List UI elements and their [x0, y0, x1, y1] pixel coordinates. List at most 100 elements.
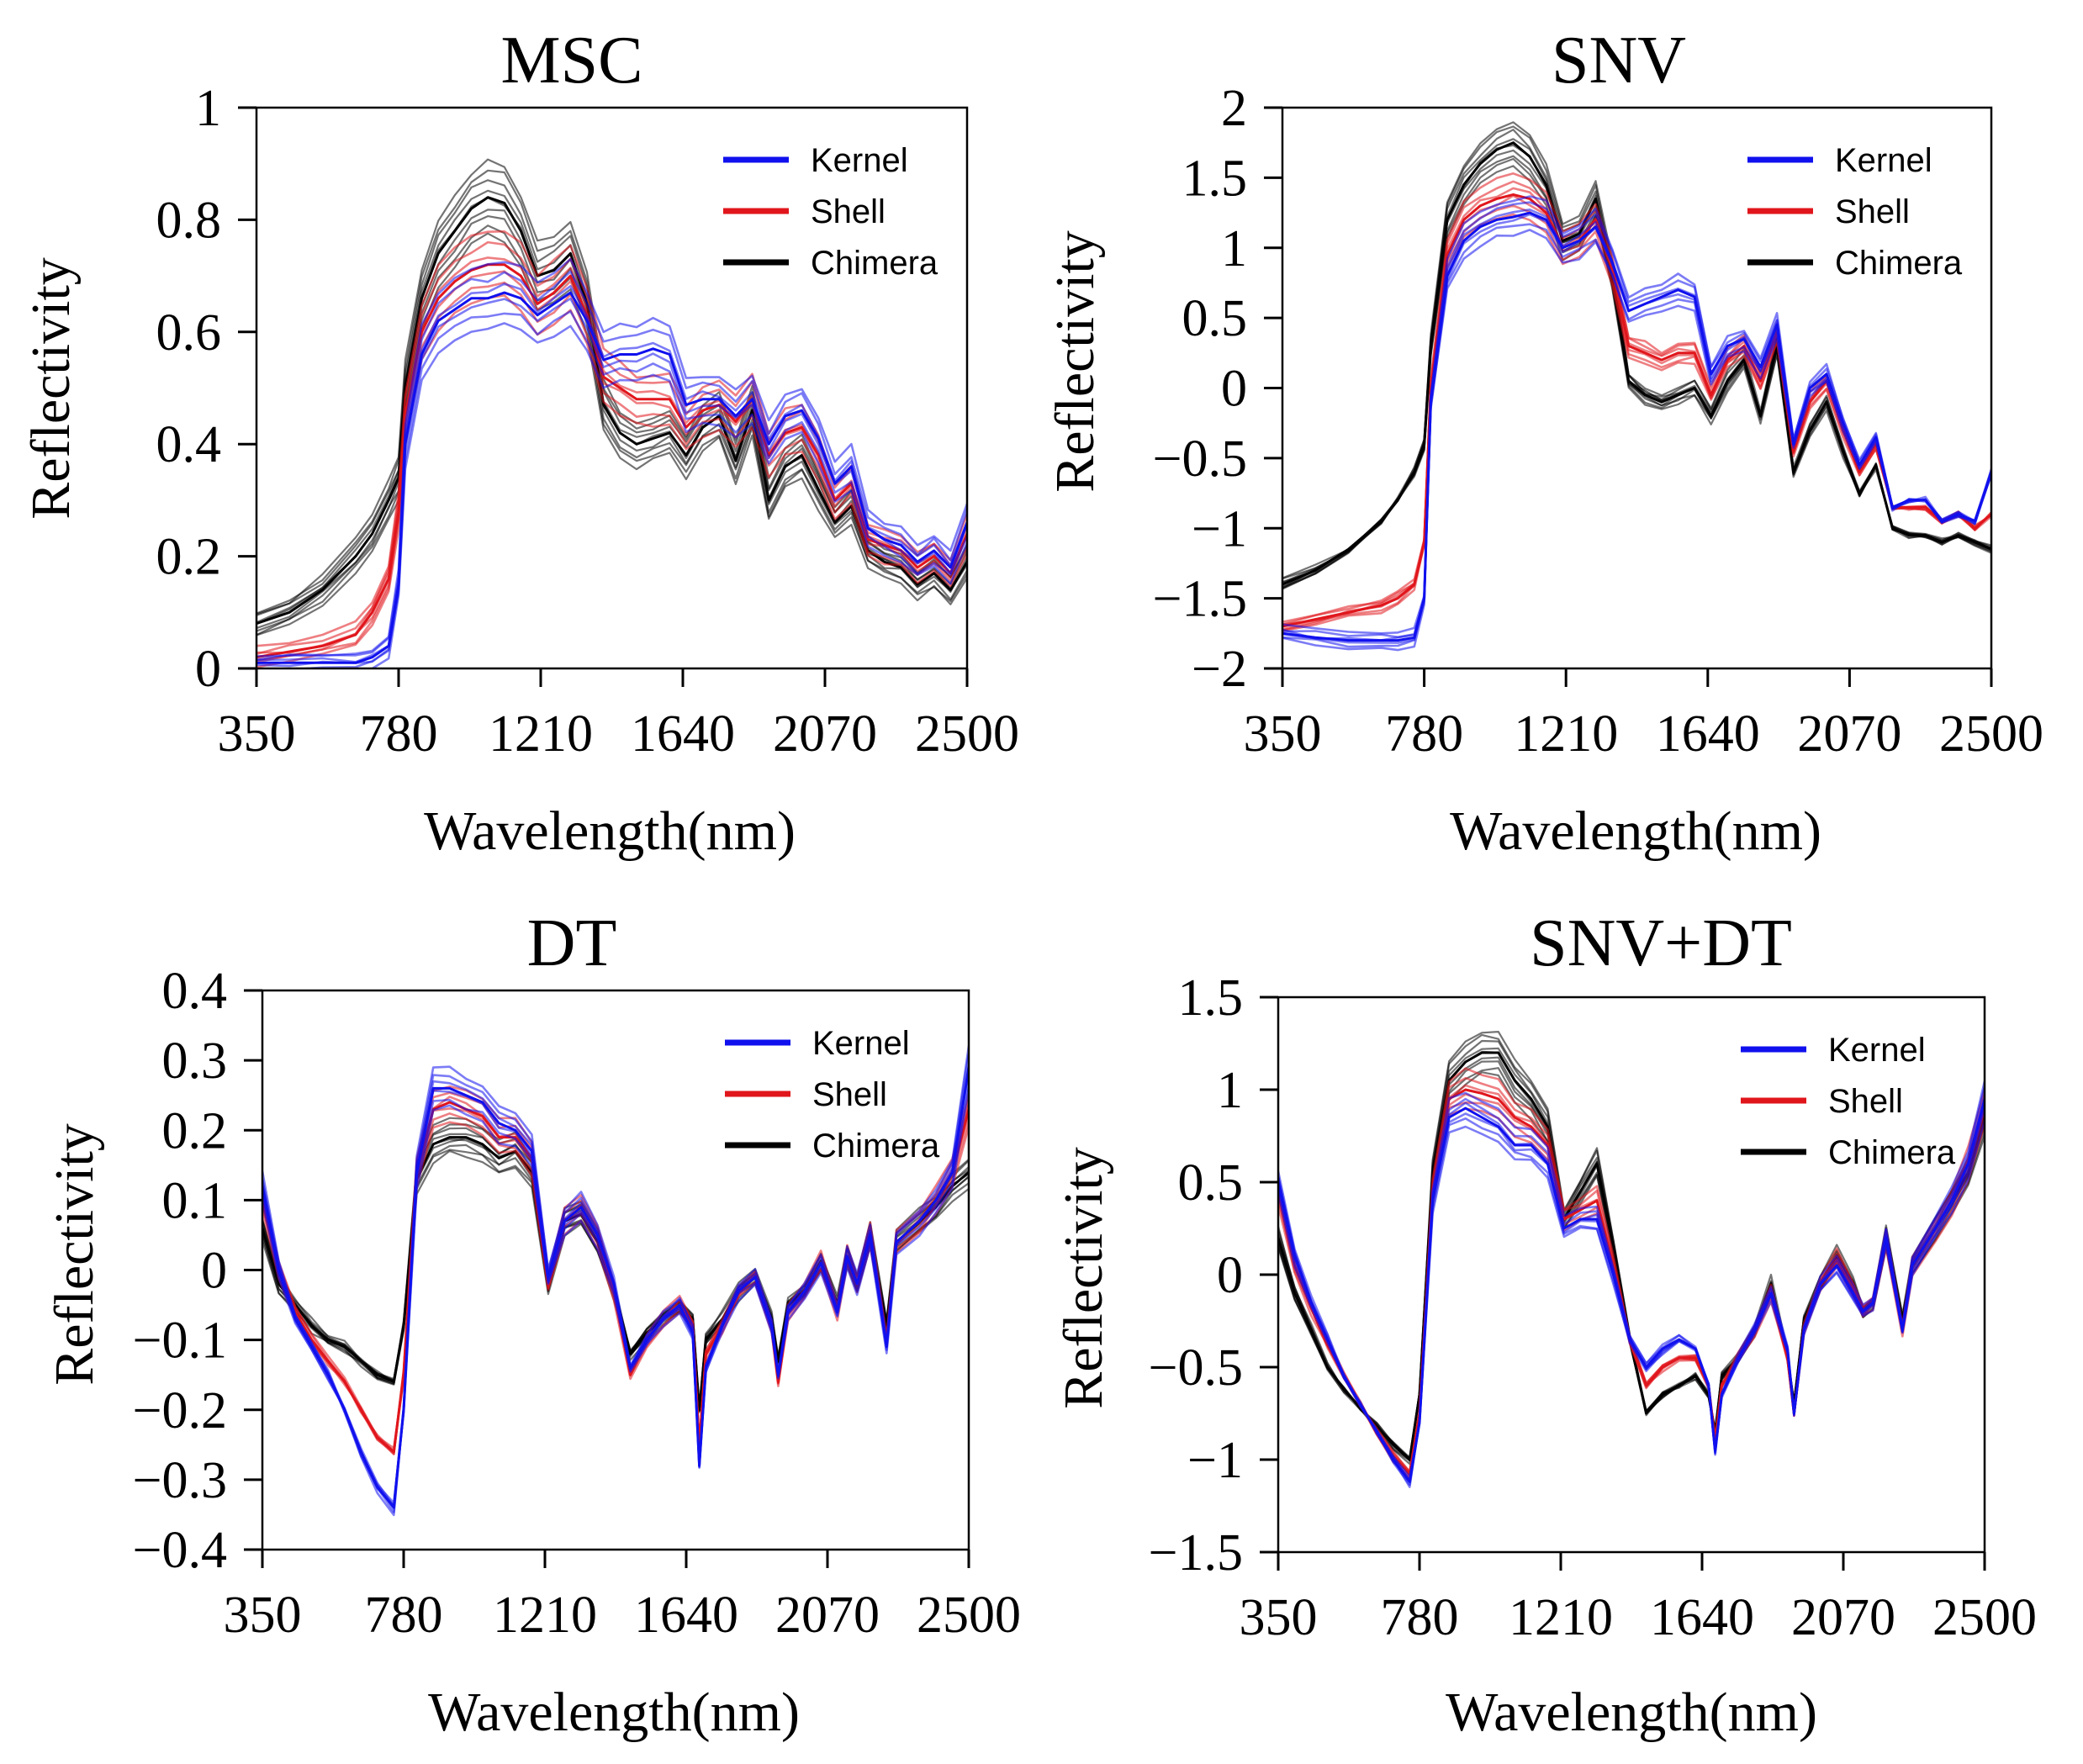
y-tick-label: −0.5 [1149, 1339, 1243, 1397]
series-kernel-main-line [1278, 1098, 1985, 1483]
panel-snv-dt: SNV+DT Wavelength(nm) Reflectivity 350 78… [1053, 906, 2037, 1743]
panel-title: SNV+DT [1530, 906, 1792, 980]
x-axis-label: Wavelength(nm) [1450, 800, 1821, 862]
y-tick-label: 0.5 [1178, 1154, 1244, 1212]
legend-label-shell: Shell [812, 1076, 887, 1113]
y-tick-label: 0 [195, 641, 221, 698]
series-kernel-main-line [262, 1067, 969, 1509]
series-kernel-main-line [256, 291, 967, 664]
x-tick-label: 2500 [917, 1587, 1021, 1644]
y-tick-label: 0.4 [162, 963, 228, 1020]
panel-title: DT [527, 906, 617, 980]
legend: Kernel Shell Chimera [725, 1025, 940, 1165]
y-tick-label: 1 [1221, 220, 1247, 277]
x-tick-label: 780 [1385, 705, 1463, 763]
series-kernel-line [256, 270, 967, 662]
y-tick-label: 0.1 [162, 1172, 228, 1229]
series-kernel-line [1282, 223, 1991, 639]
x-tick-label: 1210 [1509, 1589, 1613, 1646]
y-tick-label: 0 [201, 1243, 227, 1300]
x-axis-label: Wavelength(nm) [1446, 1682, 1817, 1743]
y-tick-label: 0.6 [156, 304, 222, 362]
y-tick-label: 0 [1217, 1247, 1243, 1304]
y-tick-label: −1 [1192, 500, 1247, 557]
x-tick-label: 2070 [773, 705, 877, 763]
x-axis-label: Wavelength(nm) [428, 1682, 800, 1743]
y-axis-label: Reflectivity [20, 257, 82, 520]
legend-label-kernel: Kernel [811, 142, 908, 179]
series-kernel-line [1278, 1119, 1985, 1478]
x-tick-label: 2500 [1932, 1589, 2037, 1646]
series-kernel-line [262, 1045, 969, 1517]
series-kernel-line [256, 283, 967, 663]
y-tick-label: 2 [1221, 80, 1247, 137]
x-tick-label: 350 [1240, 1589, 1318, 1646]
x-tick-label: 780 [360, 705, 438, 763]
series-kernel-line [256, 257, 967, 658]
x-axis-label: Wavelength(nm) [424, 800, 796, 862]
legend: Kernel Shell Chimera [1741, 1032, 1956, 1171]
x-tick-label: 2070 [1791, 1589, 1895, 1646]
y-tick-label: −1.5 [1153, 571, 1247, 628]
y-tick-label: −1.5 [1149, 1524, 1243, 1582]
x-tick-label: 350 [224, 1587, 302, 1644]
y-tick-label: −0.5 [1153, 430, 1247, 488]
legend-label-kernel: Kernel [1835, 142, 1932, 179]
x-tick-label: 2070 [775, 1587, 880, 1644]
x-tick-label: 1210 [1514, 705, 1618, 763]
panel-dt: DT Wavelength(nm) Reflectivity 350 780 121… [44, 906, 1021, 1743]
y-tick-label: 0.4 [156, 416, 222, 473]
legend-label-shell: Shell [1835, 193, 1910, 230]
y-tick-label: 0.2 [156, 529, 222, 586]
x-tick-label: 1640 [634, 1587, 738, 1644]
y-tick-label: −0.3 [133, 1452, 227, 1509]
series-kernel-line [1282, 229, 1991, 635]
y-tick-label: −0.1 [133, 1312, 227, 1370]
y-tick-label: −2 [1192, 641, 1247, 698]
panel-title: MSC [501, 24, 643, 98]
legend-label-kernel: Kernel [1828, 1032, 1926, 1069]
y-tick-label: 1.5 [1178, 969, 1244, 1027]
x-tick-label: 350 [1244, 705, 1322, 763]
y-axis-label: Reflectivity [1053, 1147, 1114, 1409]
legend-label-chimera: Chimera [812, 1128, 940, 1165]
series-shell-line [256, 240, 967, 656]
x-tick-label: 1640 [1650, 1589, 1754, 1646]
x-tick-label: 1210 [489, 705, 593, 763]
legend-label-chimera: Chimera [1828, 1134, 1956, 1171]
y-tick-label: 0.2 [162, 1102, 228, 1159]
legend-label-shell: Shell [1828, 1083, 1903, 1120]
y-tick-label: 0.8 [156, 192, 222, 249]
y-axis-label: Reflectivity [1044, 230, 1106, 493]
y-tick-label: 1.5 [1182, 150, 1248, 207]
legend: Kernel Shell Chimera [1747, 142, 1963, 282]
panel-msc: MSC Wavelength(nm) Reflectivity 350 780 12… [20, 24, 1019, 862]
y-tick-label: −1 [1187, 1432, 1243, 1489]
y-tick-label: 0.5 [1182, 290, 1248, 347]
series-chimera-line [1278, 1060, 1985, 1459]
series-shell-line [1282, 172, 1991, 632]
x-tick-label: 1640 [1656, 705, 1760, 763]
y-tick-label: 1 [1217, 1062, 1243, 1119]
x-tick-label: 780 [1381, 1589, 1459, 1646]
y-axis-label: Reflectivity [44, 1123, 105, 1386]
series-chimera-line [1282, 121, 1991, 590]
x-tick-label: 2500 [1939, 705, 2043, 763]
x-tick-label: 1210 [493, 1587, 597, 1644]
y-tick-label: 0.3 [162, 1033, 228, 1090]
y-tick-label: 0 [1221, 361, 1247, 418]
y-tick-label: −0.2 [133, 1382, 227, 1439]
legend-label-chimera: Chimera [1835, 245, 1963, 282]
series-shell-main-line [256, 263, 967, 659]
x-tick-label: 780 [365, 1587, 443, 1644]
series-chimera-line [256, 224, 967, 636]
y-tick-label: 1 [195, 80, 221, 137]
panel-snv: SNV Wavelength(nm) Reflectivity 350 780 12… [1044, 24, 2043, 862]
series-chimera-main-line [1282, 141, 1991, 586]
panel-title: SNV [1552, 24, 1686, 98]
series-shell-line [256, 256, 967, 654]
legend-label-chimera: Chimera [811, 245, 938, 282]
series-shell-line [256, 270, 967, 663]
x-tick-label: 1640 [631, 705, 735, 763]
